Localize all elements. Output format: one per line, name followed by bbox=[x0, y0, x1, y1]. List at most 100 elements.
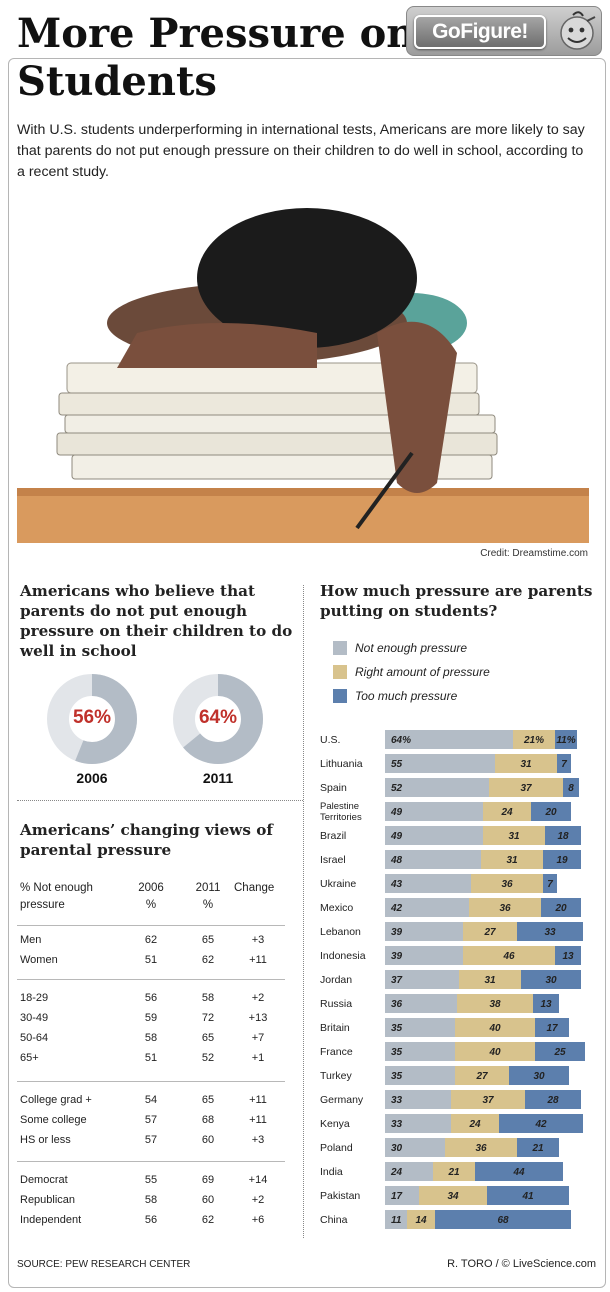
table-cell-label: HS or less bbox=[20, 1134, 71, 1146]
bar-label-pakistan-s2: 41 bbox=[521, 1191, 534, 1202]
legend-swatch-right-amount bbox=[333, 665, 347, 679]
country-label-britain: Britain bbox=[320, 1022, 350, 1034]
bar-label-poland-s2: 21 bbox=[531, 1143, 544, 1154]
table-cell-2006: 56 bbox=[144, 1214, 158, 1226]
bar-label-china-s2: 68 bbox=[497, 1215, 509, 1226]
bar-label-india-s0: 24 bbox=[390, 1167, 403, 1178]
bar-jordan-s0 bbox=[385, 970, 459, 989]
bar-label-poland-s1: 36 bbox=[475, 1143, 487, 1154]
bar-spain-s0 bbox=[385, 778, 489, 797]
bar-mexico-s0 bbox=[385, 898, 469, 917]
donut-arc-2006 bbox=[47, 674, 137, 764]
bar-lebanon-s0 bbox=[385, 922, 463, 941]
table-cell-2011: 60 bbox=[201, 1134, 215, 1146]
bar-label-india-s1: 21 bbox=[447, 1167, 460, 1178]
country-label-brazil: Brazil bbox=[320, 830, 346, 842]
donut-year-2011: 2011 bbox=[202, 770, 234, 786]
bar-russia-s0 bbox=[385, 994, 457, 1013]
country-label-india: India bbox=[320, 1166, 343, 1178]
bar-poland-s0 bbox=[385, 1138, 445, 1157]
table-cell-change: +2 bbox=[251, 992, 265, 1004]
chart-title: How much pressure are parents putting on… bbox=[320, 582, 593, 620]
table-cell-label: Democrat bbox=[20, 1174, 68, 1186]
bar-label-jordan-s1: 31 bbox=[484, 975, 496, 986]
bar-kenya-s0 bbox=[385, 1114, 451, 1133]
bar-label-indonesia-s1: 46 bbox=[502, 951, 515, 962]
table-cell-change: +14 bbox=[248, 1174, 268, 1186]
bar-label-kenya-s1: 24 bbox=[468, 1119, 481, 1130]
bar-britain-s2 bbox=[535, 1018, 569, 1037]
country-label-ukraine: Ukraine bbox=[320, 878, 356, 890]
bar-label-lebanon-s0: 39 bbox=[391, 927, 403, 938]
table-cell-label: Women bbox=[20, 954, 58, 966]
bar-label-turkey-s2: 30 bbox=[533, 1071, 545, 1082]
legend-label-too-much: Too much pressure bbox=[355, 689, 458, 703]
bar-label-mexico-s2: 20 bbox=[554, 903, 567, 914]
country-label-pakistan: Pakistan bbox=[320, 1190, 360, 1202]
country-label-lithuania: Lithuania bbox=[320, 758, 363, 770]
bar-label-mexico-s0: 42 bbox=[390, 903, 403, 914]
bar-label-spain-s2: 8 bbox=[568, 783, 574, 794]
bar-israel-s2 bbox=[543, 850, 581, 869]
table-cell-change: +2 bbox=[251, 1194, 265, 1206]
bar-u-s-s0 bbox=[385, 730, 513, 749]
bar-jordan-s2 bbox=[521, 970, 581, 989]
bar-lithuania-s1 bbox=[495, 754, 557, 773]
bar-label-germany-s0: 33 bbox=[391, 1095, 403, 1106]
bar-label-jordan-s0: 37 bbox=[391, 975, 403, 986]
bar-label-britain-s1: 40 bbox=[488, 1023, 501, 1034]
bar-israel-s1 bbox=[481, 850, 543, 869]
bar-label-israel-s1: 31 bbox=[506, 855, 518, 866]
bar-turkey-s0 bbox=[385, 1066, 455, 1085]
bar-label-ukraine-s1: 36 bbox=[501, 879, 513, 890]
bar-kenya-s2 bbox=[499, 1114, 583, 1133]
bar-label-israel-s2: 19 bbox=[556, 855, 568, 866]
bar-label-britain-s0: 35 bbox=[391, 1023, 403, 1034]
table-cell-2006: 57 bbox=[144, 1114, 158, 1126]
table-cell-2011: 58 bbox=[201, 992, 215, 1004]
bar-label-china-s0: 11 bbox=[391, 1215, 402, 1226]
bar-label-ukraine-s0: 43 bbox=[390, 879, 403, 890]
table-cell-2006: 57 bbox=[144, 1134, 158, 1146]
bar-turkey-s1 bbox=[455, 1066, 509, 1085]
country-label-israel: Israel bbox=[320, 854, 346, 866]
bar-label-france-s2: 25 bbox=[553, 1047, 566, 1058]
bar-u-s-s1 bbox=[513, 730, 555, 749]
bar-britain-s1 bbox=[455, 1018, 535, 1037]
bar-china-s2 bbox=[435, 1210, 571, 1229]
bar-britain-s0 bbox=[385, 1018, 455, 1037]
table-cell-change: +1 bbox=[251, 1052, 265, 1064]
bar-label-pakistan-s0: 17 bbox=[391, 1191, 403, 1202]
bar-label-india-s2: 44 bbox=[512, 1167, 525, 1178]
table-cell-2006: 58 bbox=[144, 1194, 158, 1206]
table-cell-label: 50-64 bbox=[20, 1032, 49, 1044]
bar-lebanon-s2 bbox=[517, 922, 583, 941]
bar-label-russia-s0: 36 bbox=[391, 999, 403, 1010]
bar-poland-s2 bbox=[517, 1138, 559, 1157]
byline: R. TORO / © LiveScience.com bbox=[447, 1258, 596, 1270]
country-label-spain: Spain bbox=[320, 782, 347, 794]
source-note: SOURCE: PEW RESEARCH CENTER bbox=[17, 1259, 191, 1270]
table-cell-change: +11 bbox=[249, 1094, 267, 1106]
bar-brazil-s1 bbox=[483, 826, 545, 845]
bar-label-brazil-s1: 31 bbox=[508, 831, 520, 842]
bar-germany-s1 bbox=[451, 1090, 525, 1109]
table-cell-change: +3 bbox=[251, 934, 265, 946]
table-cell-2006: 54 bbox=[144, 1094, 158, 1106]
bar-label-indonesia-s2: 13 bbox=[562, 951, 574, 962]
table-cell-2011: 68 bbox=[201, 1114, 215, 1126]
bar-spain-s2 bbox=[563, 778, 579, 797]
bar-france-s0 bbox=[385, 1042, 455, 1061]
table-cell-2011: 72 bbox=[201, 1012, 215, 1024]
table-separator bbox=[17, 1161, 285, 1162]
table-separator bbox=[17, 979, 285, 980]
table-header-2006-year: 2006 bbox=[138, 882, 164, 894]
table-cell-2011: 69 bbox=[201, 1174, 215, 1186]
bar-label-china-s1: 14 bbox=[415, 1215, 427, 1226]
bar-label-france-s1: 40 bbox=[488, 1047, 501, 1058]
bar-label-lithuania-s0: 55 bbox=[391, 759, 403, 770]
bar-label-u-s-s0: 64% bbox=[391, 735, 411, 746]
bar-label-lithuania-s2: 7 bbox=[561, 759, 567, 770]
bar-ukraine-s1 bbox=[471, 874, 543, 893]
table-cell-change: +11 bbox=[249, 954, 267, 966]
